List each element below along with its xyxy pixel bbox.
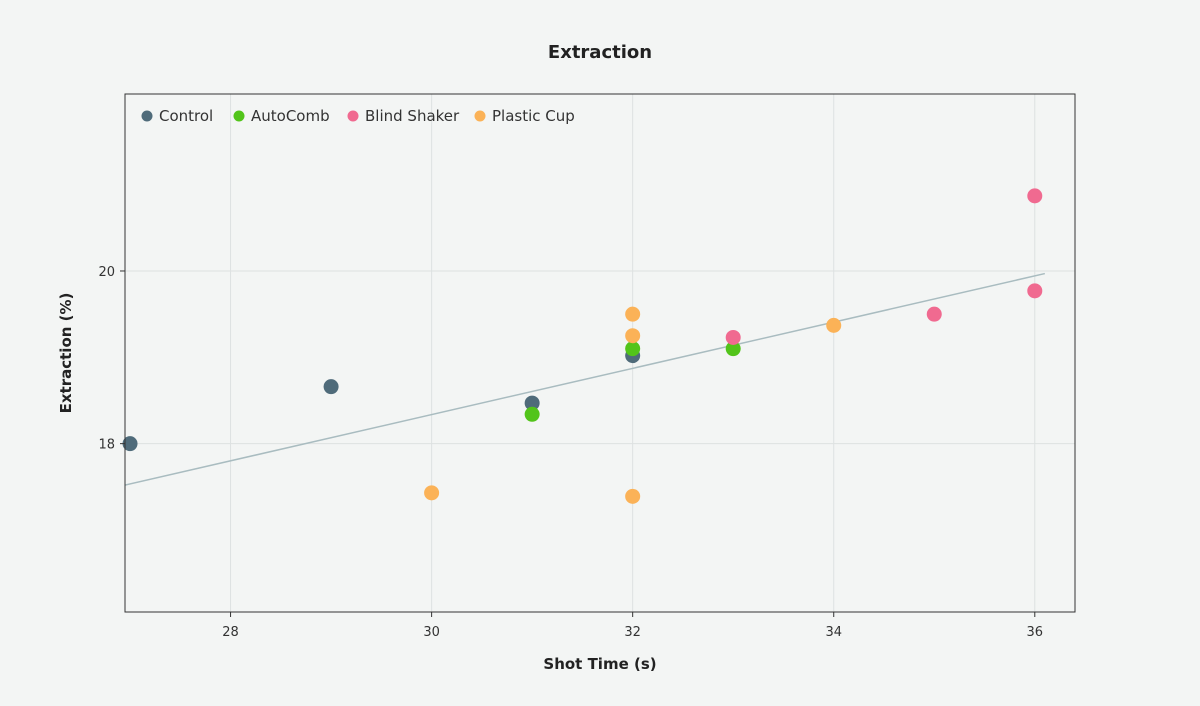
data-point bbox=[625, 306, 641, 322]
data-point bbox=[524, 395, 540, 411]
y-tick-label: 20 bbox=[98, 265, 115, 280]
data-points bbox=[122, 188, 1043, 504]
x-tick-label: 34 bbox=[825, 625, 842, 640]
legend-label: Plastic Cup bbox=[492, 107, 575, 125]
y-tick-label: 18 bbox=[98, 438, 115, 453]
legend-item: Blind Shaker bbox=[347, 107, 460, 125]
x-axis-label: Shot Time (s) bbox=[543, 655, 656, 673]
data-point bbox=[625, 488, 641, 504]
series-control bbox=[122, 348, 641, 452]
x-tick-label: 30 bbox=[423, 625, 440, 640]
data-point bbox=[1027, 188, 1043, 204]
series-blind-shaker bbox=[725, 188, 1043, 345]
trendline-line bbox=[124, 272, 1046, 486]
legend-label: Control bbox=[159, 107, 213, 125]
legend-item: AutoComb bbox=[233, 107, 330, 125]
legend: Control AutoComb Blind Shaker Plastic Cup bbox=[141, 107, 575, 125]
chart-title: Extraction bbox=[548, 42, 652, 63]
data-point bbox=[323, 379, 339, 395]
x-tick-label: 36 bbox=[1027, 625, 1044, 640]
legend-label: AutoComb bbox=[251, 107, 330, 125]
legend-marker bbox=[347, 110, 359, 122]
series-plastic-cup bbox=[424, 306, 842, 504]
data-point bbox=[725, 329, 741, 345]
data-point bbox=[1027, 283, 1043, 299]
series-autocomb bbox=[524, 341, 741, 422]
legend-marker bbox=[141, 110, 153, 122]
trendline bbox=[124, 272, 1046, 486]
x-axis-ticks: 28 30 32 34 36 bbox=[222, 612, 1043, 640]
legend-marker bbox=[233, 110, 245, 122]
x-tick-label: 28 bbox=[222, 625, 239, 640]
plot-frame bbox=[124, 93, 1076, 613]
data-point bbox=[524, 406, 540, 422]
data-point bbox=[826, 317, 842, 333]
y-axis-label: Extraction (%) bbox=[57, 293, 75, 414]
data-point bbox=[926, 306, 942, 322]
data-point bbox=[625, 328, 641, 344]
data-point bbox=[725, 341, 741, 357]
data-point bbox=[625, 341, 641, 357]
data-point bbox=[122, 436, 138, 452]
grid bbox=[125, 94, 1075, 612]
x-tick-label: 32 bbox=[624, 625, 641, 640]
legend-item: Plastic Cup bbox=[474, 107, 575, 125]
legend-marker bbox=[474, 110, 486, 122]
data-point bbox=[424, 485, 440, 501]
legend-label: Blind Shaker bbox=[365, 107, 460, 125]
legend-item: Control bbox=[141, 107, 213, 125]
